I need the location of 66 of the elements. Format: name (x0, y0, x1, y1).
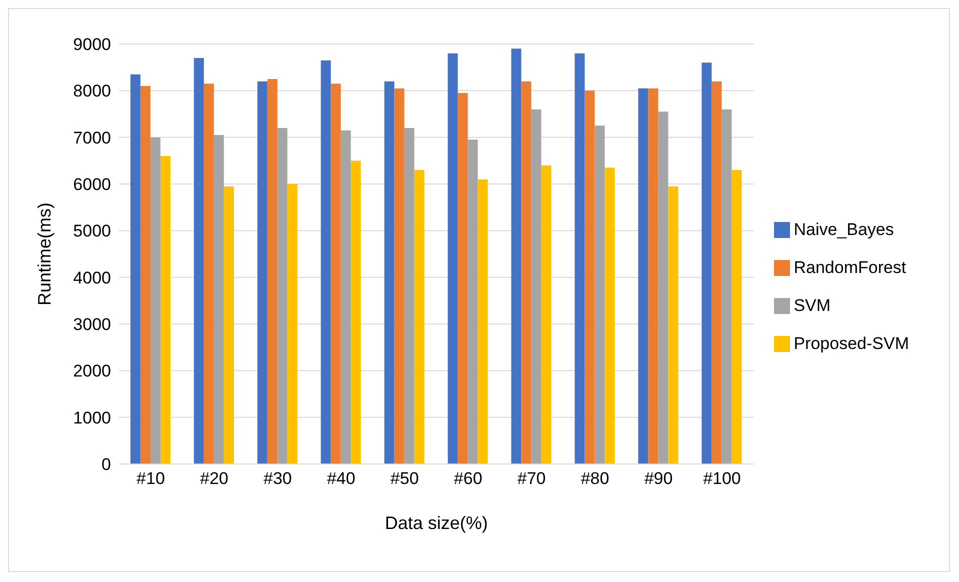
bar (330, 84, 341, 464)
legend-label: SVM (794, 296, 831, 314)
bar (638, 88, 648, 464)
bar (658, 112, 668, 464)
bar (267, 79, 278, 464)
x-tick-label: #30 (263, 469, 292, 488)
bar (214, 135, 224, 464)
bar (404, 128, 414, 464)
bar (521, 81, 532, 464)
bar (541, 165, 552, 464)
x-axis-title: Data size(%) (384, 513, 488, 533)
bar (160, 156, 170, 464)
bar (448, 53, 458, 464)
bar (150, 137, 160, 464)
legend-label: Proposed-SVM (794, 334, 909, 352)
bar (722, 109, 732, 464)
x-tick-label: #10 (136, 469, 165, 488)
bar (394, 88, 404, 464)
bar (531, 109, 542, 464)
x-tick-label: #60 (454, 469, 482, 488)
x-tick-label: #50 (390, 469, 419, 488)
bar (458, 93, 468, 464)
bar (702, 62, 712, 464)
bar (350, 160, 361, 464)
y-tick-label: 4000 (73, 268, 111, 288)
bar (468, 140, 478, 464)
bar (594, 126, 605, 464)
bar (384, 81, 394, 464)
y-tick-label: 0 (102, 455, 111, 474)
bar (340, 130, 351, 464)
bar (574, 53, 585, 464)
y-tick-label: 8000 (73, 82, 111, 101)
bar (277, 128, 288, 464)
bar (320, 60, 331, 464)
y-tick-label: 2000 (73, 362, 111, 381)
x-tick-label: #70 (517, 469, 546, 488)
y-axis-title: Runtime(ms) (34, 202, 54, 306)
y-tick-label: 9000 (73, 35, 111, 54)
bar (204, 84, 214, 464)
bar (732, 170, 742, 464)
bar (604, 168, 615, 464)
bar (257, 81, 268, 464)
y-tick-label: 6000 (73, 175, 111, 194)
bar (668, 186, 678, 464)
bar (712, 81, 722, 464)
bar (287, 184, 298, 464)
x-tick-label: #100 (703, 469, 741, 488)
bar (648, 88, 658, 464)
x-tick-label: #80 (580, 469, 610, 488)
bar (194, 58, 204, 464)
y-tick-label: 1000 (73, 408, 111, 428)
y-tick-label: 5000 (73, 222, 111, 241)
legend-label: RandomForest (794, 258, 906, 276)
bar (511, 48, 522, 464)
bar (414, 170, 424, 464)
x-tick-label: #20 (200, 469, 228, 488)
x-tick-label: #40 (326, 469, 356, 488)
y-tick-label: 7000 (73, 128, 111, 148)
bar (140, 86, 150, 464)
y-tick-label: 3000 (73, 315, 111, 334)
bar (478, 179, 488, 464)
bar (224, 186, 234, 464)
bar (584, 90, 595, 464)
legend-label: Naive_Bayes (794, 220, 894, 238)
bar (130, 74, 140, 464)
x-tick-label: #90 (644, 469, 673, 488)
